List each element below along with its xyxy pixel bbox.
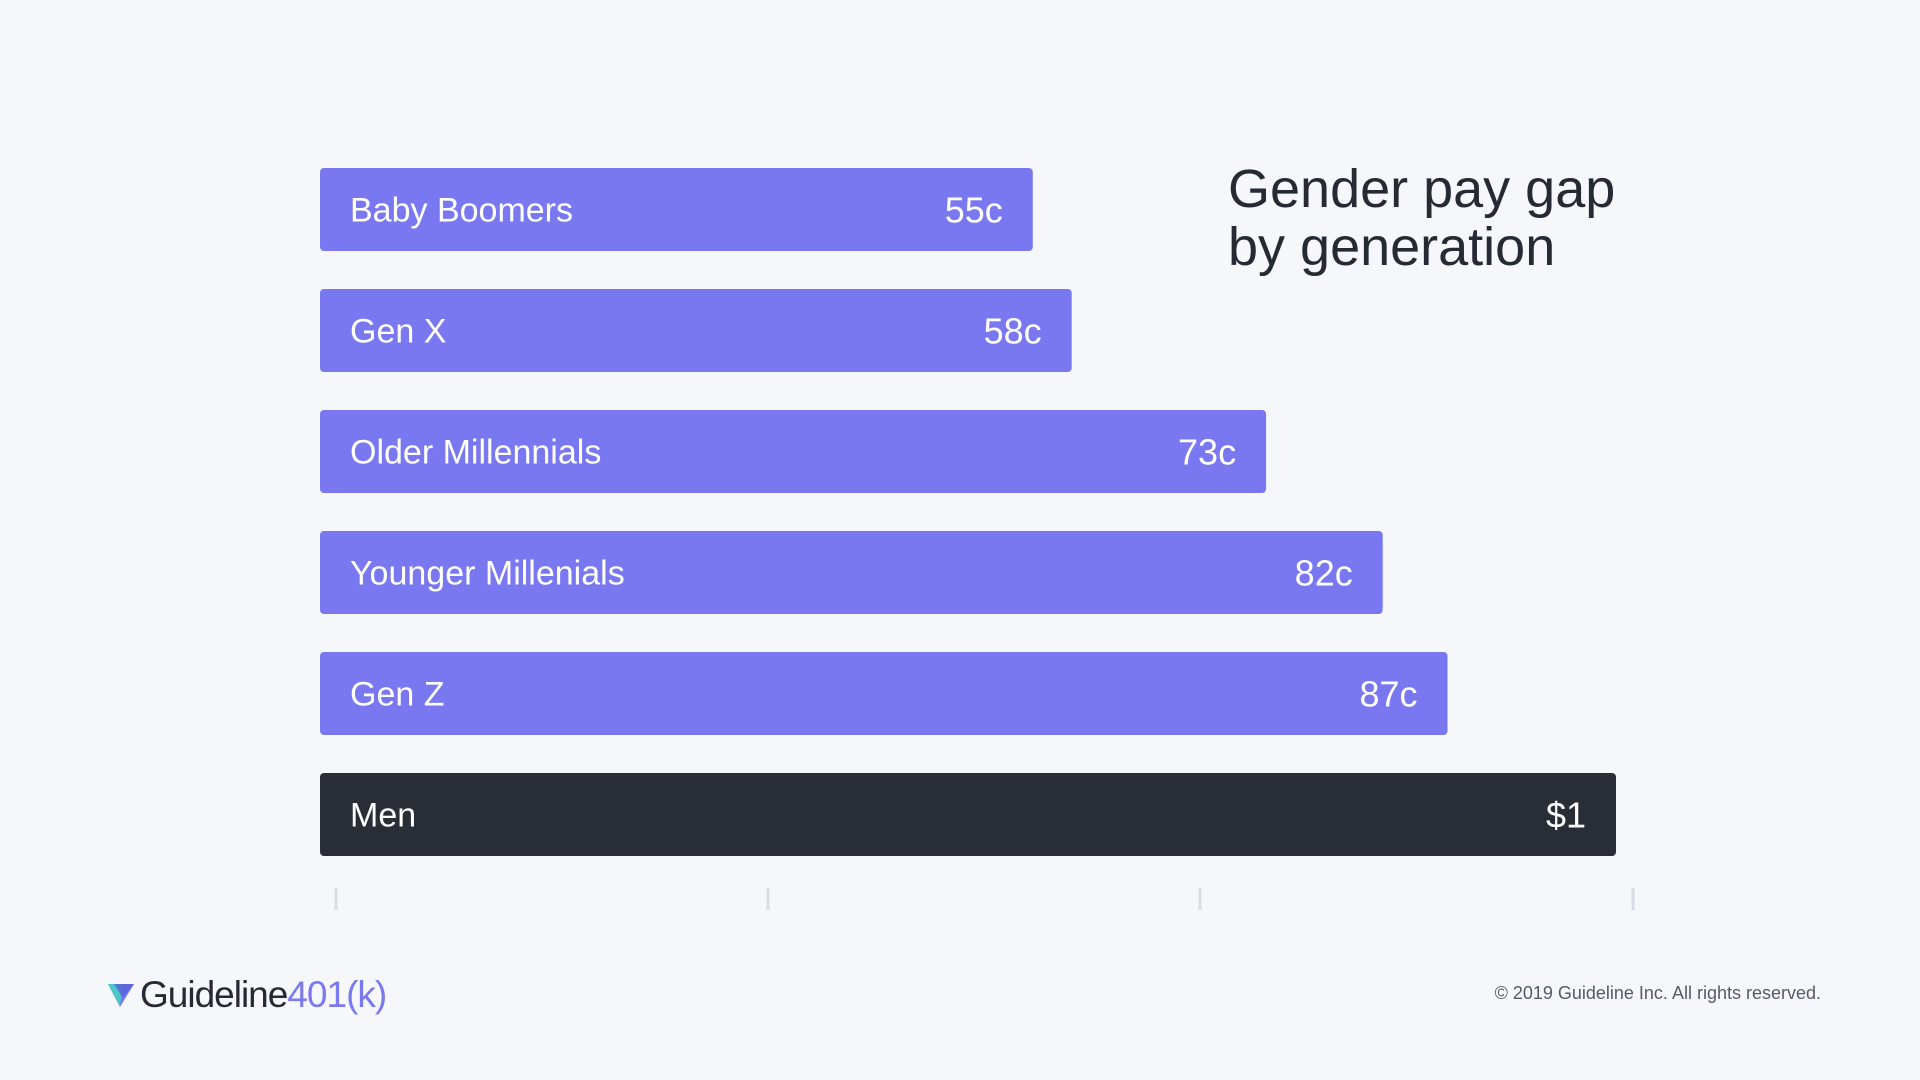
- bar-value-label: 82c: [1295, 553, 1353, 594]
- bar-label: Older Millennials: [350, 434, 601, 472]
- bar-gen-x: [320, 289, 1072, 372]
- bar-value-label: 55c: [945, 190, 1003, 231]
- bar-value-label: 73c: [1178, 432, 1236, 473]
- bar-label: Baby Boomers: [350, 192, 573, 230]
- bar-label: Younger Millenials: [350, 555, 625, 593]
- logo-product: 401(k): [287, 974, 387, 1015]
- bar-value-label: $1: [1546, 795, 1586, 836]
- logo-word: Guideline: [140, 974, 288, 1015]
- bar-label: Gen X: [350, 313, 446, 351]
- bar-younger-millenials: [320, 531, 1383, 614]
- chart-title-line-2: by generation: [1228, 217, 1556, 277]
- bar-men: [320, 773, 1616, 856]
- guideline-logo: Guideline 401(k): [106, 972, 387, 1018]
- bar-baby-boomers: [320, 168, 1033, 251]
- chart-title: Gender pay gap by generation: [1228, 160, 1615, 276]
- bar-label: Men: [350, 797, 416, 835]
- bar-label: Gen Z: [350, 676, 444, 714]
- copyright-text: © 2019 Guideline Inc. All rights reserve…: [1494, 983, 1821, 1003]
- chart-title-line-1: Gender pay gap: [1228, 159, 1616, 219]
- bar-gen-z: [320, 652, 1448, 735]
- bar-value-label: 58c: [984, 311, 1042, 352]
- guideline-mark-icon: [108, 984, 134, 1007]
- bar-value-label: 87c: [1359, 674, 1417, 715]
- bar-older-millennials: [320, 410, 1267, 493]
